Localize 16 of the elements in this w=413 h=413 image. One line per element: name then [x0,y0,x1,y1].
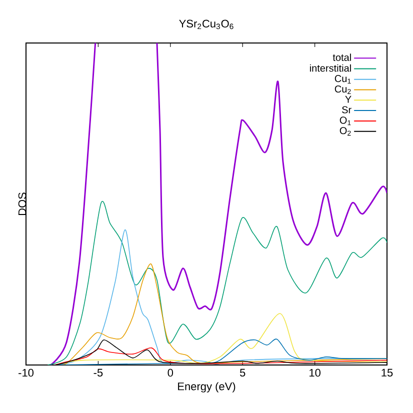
x-tick-label: -5 [94,368,103,377]
x-tick-label: 0 [168,368,174,377]
legend-label: O$_{1}$ [340,116,351,126]
legend-label: O$_{2}$ [340,127,351,136]
legend-label: Y [345,96,352,103]
legend-label: total [332,54,351,61]
legend-label: Sr [342,106,352,114]
legend-label: Cu$_{1}$ [334,75,351,84]
x-tick-label: 15 [382,368,393,377]
x-tick-label: -10 [18,368,34,377]
x-axis-title: Energy (eV) [178,382,236,392]
x-tick-label: 5 [240,368,246,377]
legend-label: interstitial [310,64,351,72]
chart-title: YSr$_{2}$Cu$_{3}$O$_{6}$ [179,20,234,30]
x-tick-label: 10 [310,368,320,377]
legend-label: Cu$_{2}$ [334,85,351,94]
